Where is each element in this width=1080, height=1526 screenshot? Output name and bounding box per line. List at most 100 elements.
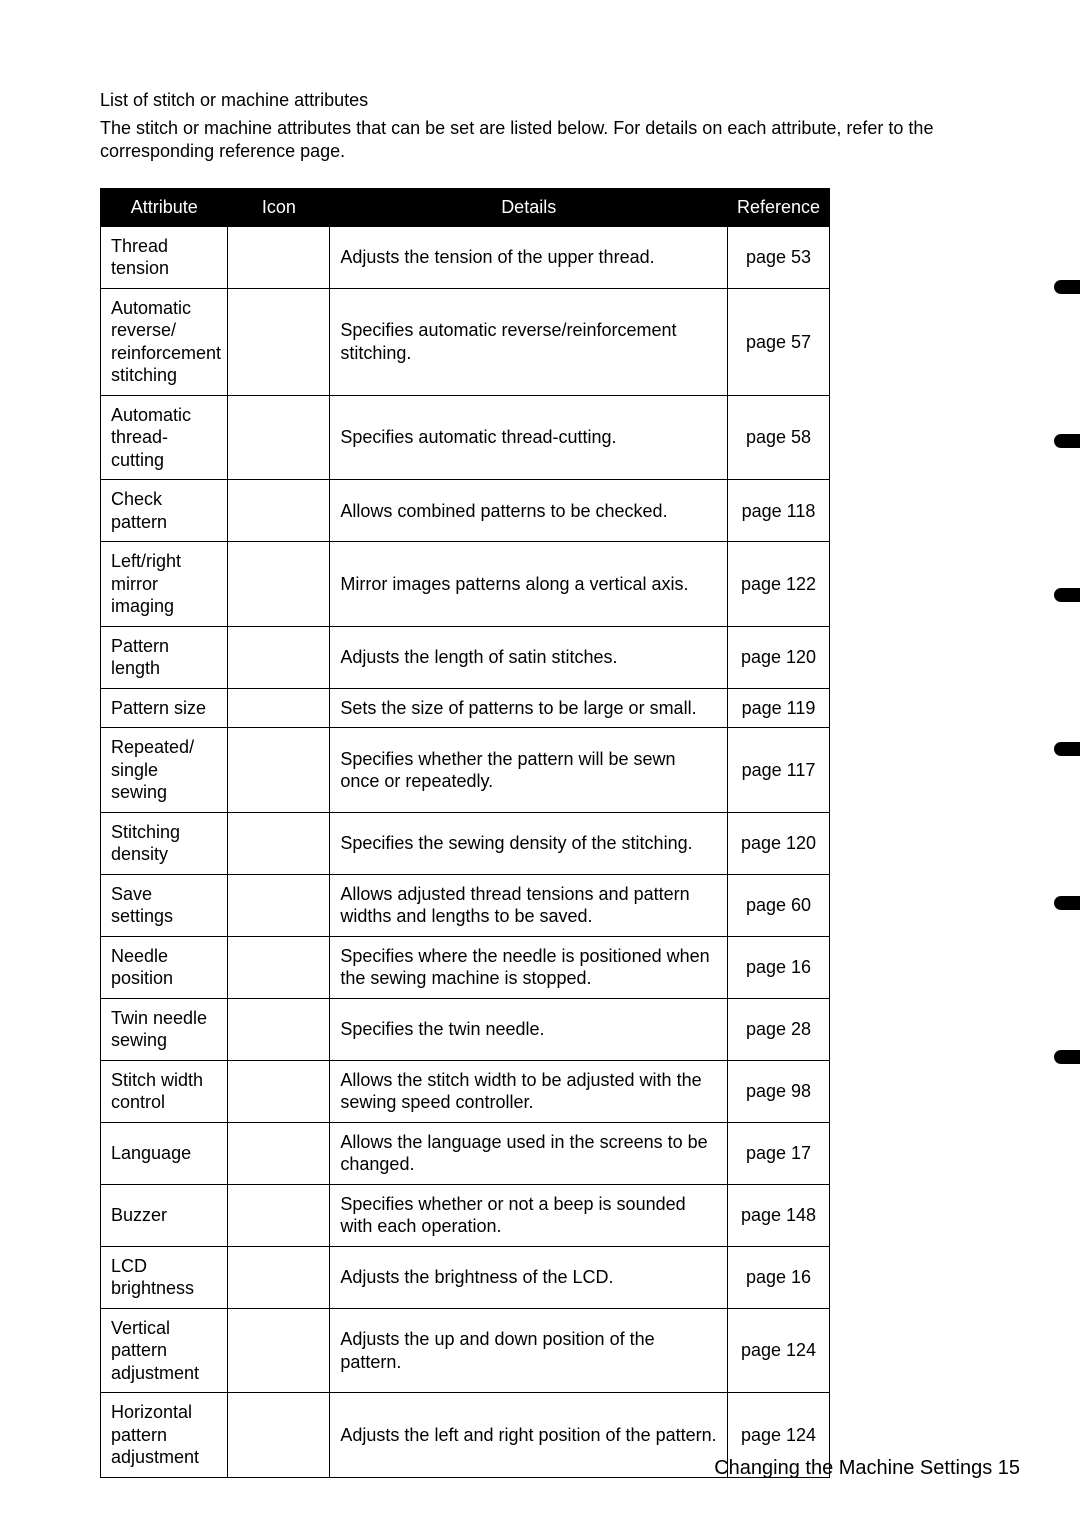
table-row: Vertical pattern adjustment Adjusts the u… — [101, 1308, 830, 1393]
cell-reference: page 119 — [728, 688, 830, 728]
cell-attribute: Pattern length — [101, 626, 228, 688]
cell-icon — [228, 542, 330, 627]
cell-icon — [228, 395, 330, 480]
cell-details: Adjusts the length of satin stitches. — [330, 626, 728, 688]
cell-attribute: Horizontal pattern adjustment — [101, 1393, 228, 1478]
attributes-table-body: Thread tension Adjusts the tension of the… — [101, 226, 830, 1477]
cell-reference: page 120 — [728, 812, 830, 874]
section-title: List of stitch or machine attributes — [100, 90, 1020, 111]
cell-details: Mirror images patterns along a vertical … — [330, 542, 728, 627]
thumb-index-tab — [1054, 896, 1080, 910]
cell-attribute: Left/right mirror imaging — [101, 542, 228, 627]
cell-icon — [228, 226, 330, 288]
cell-icon — [228, 480, 330, 542]
table-row: Twin needle sewing Specifies the twin nee… — [101, 998, 830, 1060]
cell-details: Specifies whether the pattern will be se… — [330, 728, 728, 813]
cell-attribute: Pattern size — [101, 688, 228, 728]
cell-reference: page 58 — [728, 395, 830, 480]
cell-icon — [228, 288, 330, 395]
thumb-index-tab — [1054, 280, 1080, 294]
cell-reference: page 122 — [728, 542, 830, 627]
page-footer: Changing the Machine Settings 15 — [714, 1457, 1020, 1480]
cell-attribute: Buzzer — [101, 1184, 228, 1246]
cell-reference: page 120 — [728, 626, 830, 688]
table-row: Save settings Allows adjusted thread tens… — [101, 874, 830, 936]
cell-reference: page 57 — [728, 288, 830, 395]
cell-attribute: Thread tension — [101, 226, 228, 288]
header-icon: Icon — [228, 188, 330, 226]
document-page: List of stitch or machine attributes The… — [0, 0, 1080, 1526]
cell-icon — [228, 998, 330, 1060]
table-row: Thread tension Adjusts the tension of the… — [101, 226, 830, 288]
cell-reference: page 118 — [728, 480, 830, 542]
cell-icon — [228, 1393, 330, 1478]
table-row: Check pattern Allows combined patterns to… — [101, 480, 830, 542]
table-row: Left/right mirror imaging Mirror images p… — [101, 542, 830, 627]
header-reference: Reference — [728, 188, 830, 226]
table-row: Automatic reverse/ reinforcement stitchi… — [101, 288, 830, 395]
cell-attribute: Twin needle sewing — [101, 998, 228, 1060]
cell-details: Specifies automatic reverse/reinforcemen… — [330, 288, 728, 395]
cell-details: Adjusts the tension of the upper thread. — [330, 226, 728, 288]
cell-icon — [228, 812, 330, 874]
cell-reference: page 16 — [728, 936, 830, 998]
cell-details: Adjusts the left and right position of t… — [330, 1393, 728, 1478]
cell-details: Allows combined patterns to be checked. — [330, 480, 728, 542]
table-row: Stitch width control Allows the stitch wi… — [101, 1060, 830, 1122]
cell-icon — [228, 688, 330, 728]
cell-attribute: Check pattern — [101, 480, 228, 542]
cell-attribute: Automatic thread-cutting — [101, 395, 228, 480]
cell-reference: page 124 — [728, 1308, 830, 1393]
cell-details: Specifies where the needle is positioned… — [330, 936, 728, 998]
section-description: The stitch or machine attributes that ca… — [100, 117, 1020, 164]
cell-reference: page 60 — [728, 874, 830, 936]
cell-attribute: Automatic reverse/ reinforcement stitchi… — [101, 288, 228, 395]
thumb-index-tab — [1054, 1050, 1080, 1064]
cell-reference: page 148 — [728, 1184, 830, 1246]
cell-reference: page 53 — [728, 226, 830, 288]
table-row: Pattern length Adjusts the length of sati… — [101, 626, 830, 688]
cell-icon — [228, 1122, 330, 1184]
table-header-row: Attribute Icon Details Reference — [101, 188, 830, 226]
cell-icon — [228, 1184, 330, 1246]
table-row: Needle positionSpecifies where the needl… — [101, 936, 830, 998]
cell-details: Adjusts the brightness of the LCD. — [330, 1246, 728, 1308]
table-row: Language Allows the language used in the … — [101, 1122, 830, 1184]
cell-reference: page 117 — [728, 728, 830, 813]
thumb-index-tab — [1054, 742, 1080, 756]
cell-icon — [228, 728, 330, 813]
cell-attribute: Vertical pattern adjustment — [101, 1308, 228, 1393]
cell-details: Sets the size of patterns to be large or… — [330, 688, 728, 728]
cell-attribute: Language — [101, 1122, 228, 1184]
cell-details: Allows adjusted thread tensions and patt… — [330, 874, 728, 936]
cell-details: Adjusts the up and down position of the … — [330, 1308, 728, 1393]
cell-attribute: Stitching density — [101, 812, 228, 874]
cell-details: Allows the stitch width to be adjusted w… — [330, 1060, 728, 1122]
header-details: Details — [330, 188, 728, 226]
cell-reference: page 16 — [728, 1246, 830, 1308]
header-attribute: Attribute — [101, 188, 228, 226]
table-row: Automatic thread-cutting Specifies automa… — [101, 395, 830, 480]
cell-attribute: Save settings — [101, 874, 228, 936]
cell-reference: page 98 — [728, 1060, 830, 1122]
cell-details: Specifies whether or not a beep is sound… — [330, 1184, 728, 1246]
cell-attribute: Repeated/ single sewing — [101, 728, 228, 813]
table-row: Pattern size Sets the size of patterns to… — [101, 688, 830, 728]
cell-reference: page 28 — [728, 998, 830, 1060]
cell-icon — [228, 936, 330, 998]
attributes-table: Attribute Icon Details Reference Thread … — [100, 188, 830, 1478]
cell-attribute: Stitch width control — [101, 1060, 228, 1122]
thumb-index-tabs — [1054, 280, 1080, 1204]
cell-icon — [228, 1246, 330, 1308]
cell-details: Specifies the twin needle. — [330, 998, 728, 1060]
table-row: Stitching densitySpecifies the sewing de… — [101, 812, 830, 874]
cell-details: Specifies automatic thread-cutting. — [330, 395, 728, 480]
table-row: Repeated/ single sewing Specifies whether… — [101, 728, 830, 813]
cell-icon — [228, 1308, 330, 1393]
thumb-index-tab — [1054, 588, 1080, 602]
cell-attribute: LCD brightness — [101, 1246, 228, 1308]
cell-icon — [228, 626, 330, 688]
cell-reference: page 17 — [728, 1122, 830, 1184]
thumb-index-tab — [1054, 434, 1080, 448]
cell-details: Allows the language used in the screens … — [330, 1122, 728, 1184]
